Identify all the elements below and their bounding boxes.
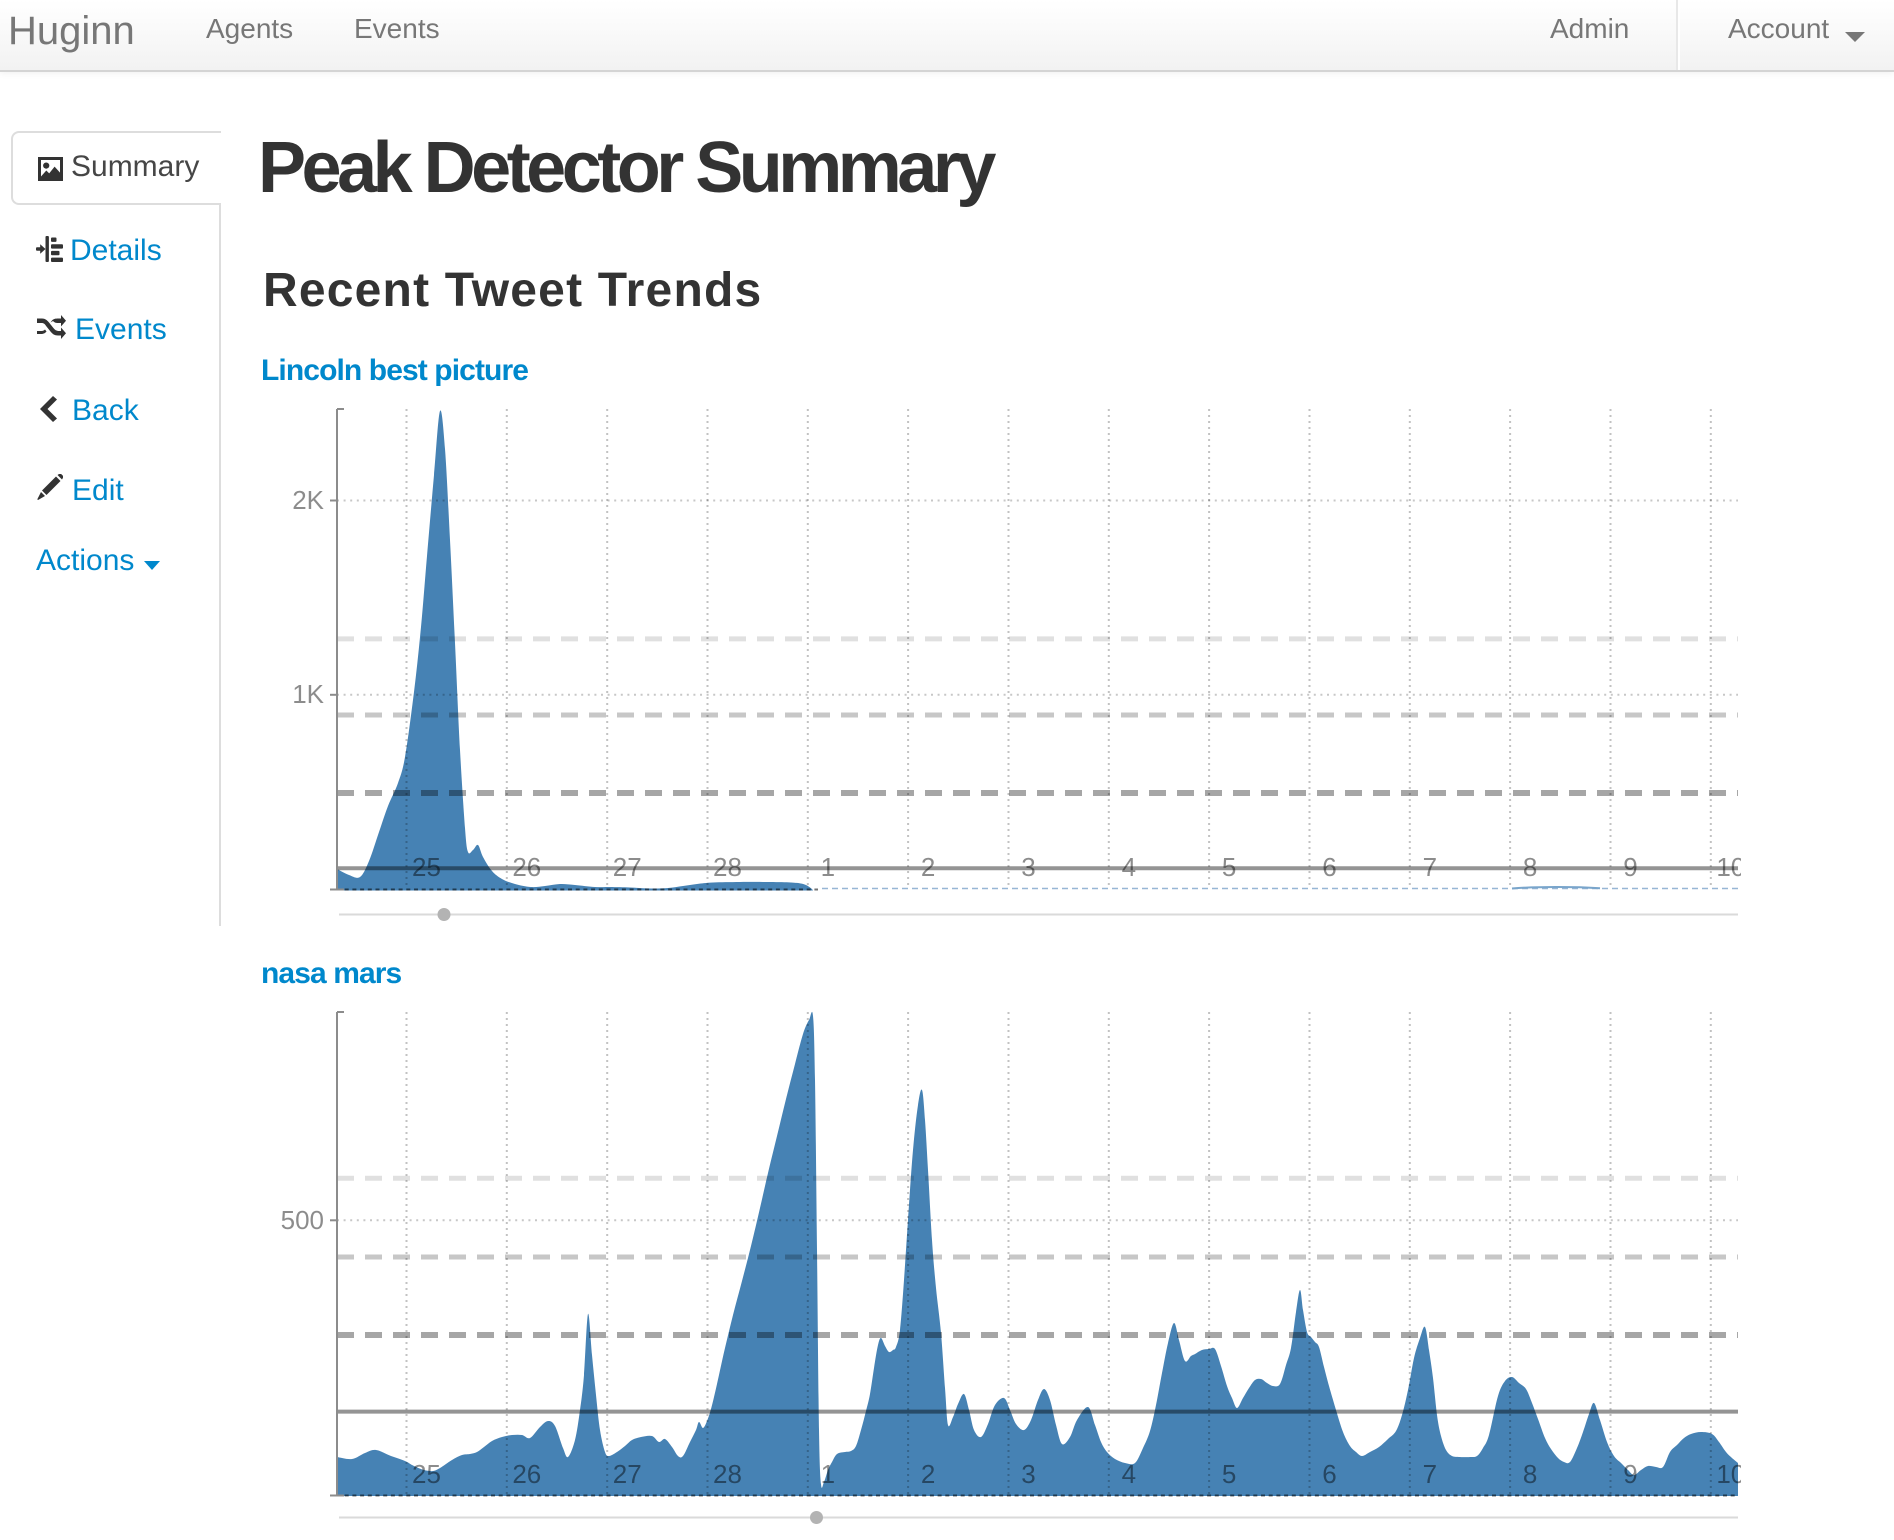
- svg-text:7: 7: [1423, 852, 1437, 882]
- svg-text:5: 5: [1222, 852, 1236, 882]
- svg-text:9: 9: [1623, 852, 1637, 882]
- svg-text:28: 28: [713, 852, 742, 882]
- svg-text:8: 8: [1523, 852, 1537, 882]
- svg-text:25: 25: [412, 852, 441, 882]
- svg-text:7: 7: [1423, 1459, 1437, 1489]
- svg-text:10: 10: [1716, 1459, 1741, 1489]
- svg-text:6: 6: [1322, 1459, 1336, 1489]
- svg-text:4: 4: [1122, 852, 1136, 882]
- svg-text:27: 27: [613, 852, 642, 882]
- svg-text:9: 9: [1623, 1459, 1637, 1489]
- svg-text:3: 3: [1021, 852, 1035, 882]
- svg-text:2: 2: [921, 1459, 935, 1489]
- svg-text:8: 8: [1523, 1459, 1537, 1489]
- svg-text:4: 4: [1122, 1459, 1136, 1489]
- svg-text:27: 27: [613, 1459, 642, 1489]
- svg-text:2: 2: [921, 852, 935, 882]
- svg-text:26: 26: [512, 1459, 541, 1489]
- svg-text:6: 6: [1322, 852, 1336, 882]
- svg-text:10: 10: [1716, 852, 1741, 882]
- svg-text:28: 28: [713, 1459, 742, 1489]
- svg-text:5: 5: [1222, 1459, 1236, 1489]
- svg-text:1K: 1K: [292, 679, 324, 709]
- svg-text:500: 500: [281, 1205, 324, 1235]
- svg-text:2K: 2K: [292, 485, 324, 515]
- svg-text:1: 1: [821, 1459, 835, 1489]
- svg-text:25: 25: [412, 1459, 441, 1489]
- svg-text:1: 1: [821, 852, 835, 882]
- svg-text:3: 3: [1021, 1459, 1035, 1489]
- svg-text:26: 26: [512, 852, 541, 882]
